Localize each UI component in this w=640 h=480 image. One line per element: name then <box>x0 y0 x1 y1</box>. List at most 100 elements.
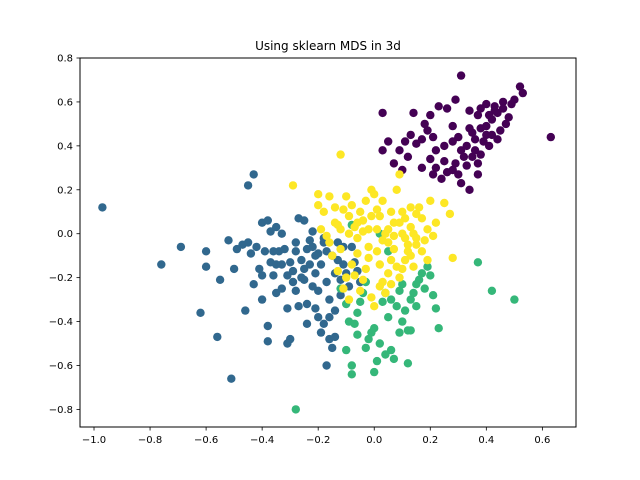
data-point <box>398 280 407 289</box>
data-point <box>403 240 413 249</box>
data-point <box>288 266 298 276</box>
data-point <box>381 350 390 359</box>
data-point <box>448 137 457 146</box>
data-point <box>308 242 317 252</box>
data-point <box>386 345 396 355</box>
data-point <box>241 306 250 315</box>
data-point <box>311 269 320 278</box>
data-point <box>350 271 359 280</box>
data-point <box>280 244 289 254</box>
data-point <box>201 247 211 256</box>
data-point <box>330 203 340 212</box>
y-tick-label: 0.2 <box>57 185 73 196</box>
data-point <box>356 207 365 216</box>
data-point <box>417 269 427 278</box>
data-point <box>350 319 359 328</box>
data-point <box>437 174 446 183</box>
data-point <box>412 209 421 219</box>
data-point <box>353 308 362 317</box>
data-point <box>470 135 480 144</box>
data-point <box>353 249 362 258</box>
series-3 <box>288 150 457 311</box>
data-point <box>386 295 396 304</box>
data-point <box>330 332 340 342</box>
data-point <box>372 356 382 366</box>
data-point <box>384 313 393 322</box>
data-point <box>423 126 432 135</box>
y-tick-label: 0.8 <box>57 54 73 65</box>
data-point <box>356 297 365 306</box>
data-point <box>316 260 326 269</box>
data-point <box>364 334 373 344</box>
data-point <box>325 313 334 322</box>
y-tick-label: −0.8 <box>49 405 73 416</box>
data-point <box>518 88 527 98</box>
axes-frame <box>79 57 577 428</box>
data-point <box>288 277 298 287</box>
data-point <box>322 277 331 287</box>
data-point <box>224 236 233 245</box>
data-point <box>389 244 399 254</box>
y-tick-label: 0.0 <box>57 229 73 240</box>
data-point <box>333 266 342 276</box>
data-point <box>473 258 483 267</box>
data-point <box>252 242 261 252</box>
data-point <box>325 295 334 304</box>
data-point <box>336 150 345 159</box>
data-point <box>297 273 306 282</box>
data-point <box>386 280 396 289</box>
data-point <box>277 260 286 269</box>
y-tick-label: −0.2 <box>49 273 73 284</box>
data-point <box>428 132 438 142</box>
data-point <box>358 275 368 284</box>
data-point <box>398 264 407 274</box>
data-point <box>403 359 413 368</box>
data-point <box>400 214 410 223</box>
data-point <box>213 332 222 342</box>
data-point <box>305 236 314 245</box>
data-point <box>428 231 438 241</box>
data-point <box>297 255 306 265</box>
data-point <box>196 308 205 317</box>
data-point <box>342 345 351 355</box>
data-point <box>291 238 300 247</box>
series-0 <box>378 71 555 194</box>
data-point <box>400 137 410 146</box>
data-point <box>510 295 519 304</box>
data-point <box>347 260 356 269</box>
data-point <box>412 233 421 243</box>
data-point <box>386 207 396 216</box>
data-point <box>291 286 300 295</box>
data-point <box>249 280 258 289</box>
points-layer <box>98 71 555 414</box>
data-point <box>302 299 312 309</box>
data-point <box>98 203 107 212</box>
data-point <box>361 196 370 205</box>
data-point <box>263 216 272 225</box>
data-point <box>442 104 452 113</box>
data-point <box>288 181 298 190</box>
data-point <box>406 326 415 335</box>
data-point <box>370 367 379 377</box>
data-point <box>431 304 441 313</box>
data-point <box>456 71 466 80</box>
data-point <box>400 306 410 315</box>
data-point <box>412 280 421 289</box>
data-point <box>426 154 435 164</box>
data-point <box>434 324 443 333</box>
data-point <box>370 190 379 199</box>
data-point <box>375 339 384 348</box>
data-point <box>322 361 331 370</box>
x-tick-label: 0.0 <box>366 435 382 446</box>
data-point <box>445 209 455 219</box>
data-point <box>249 170 258 179</box>
data-point <box>398 207 407 216</box>
data-point <box>403 152 413 161</box>
data-point <box>428 291 438 300</box>
data-point <box>473 170 483 179</box>
data-point <box>392 302 401 311</box>
data-point <box>414 203 424 212</box>
data-point <box>484 110 494 120</box>
data-point <box>347 242 356 252</box>
